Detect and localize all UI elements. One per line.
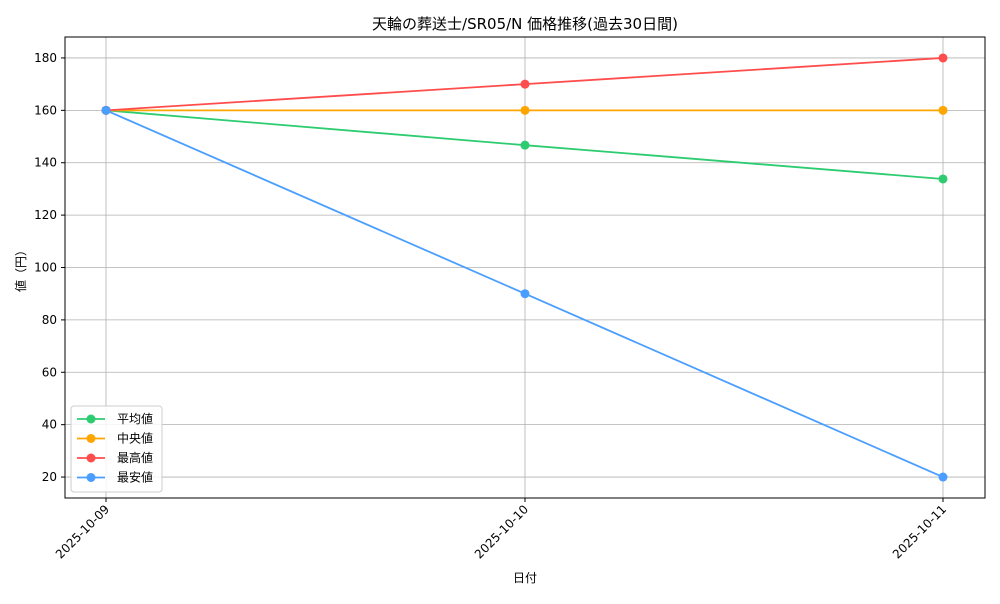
y-tick-label: 60 <box>42 365 57 379</box>
y-tick-label: 180 <box>34 51 57 65</box>
y-tick-label: 140 <box>34 156 57 170</box>
x-axis-label: 日付 <box>513 571 537 585</box>
data-point <box>938 53 948 63</box>
legend-marker <box>86 434 96 443</box>
legend-box <box>70 405 163 493</box>
y-tick-label: 120 <box>34 208 57 222</box>
y-tick-label: 160 <box>34 103 57 117</box>
data-point <box>938 472 948 482</box>
x-tick-label: 2025-10-09 <box>53 502 112 561</box>
data-point <box>938 105 948 115</box>
x-tick-label: 2025-10-11 <box>890 502 949 561</box>
chart-title: 天輪の葬送士/SR05/N 価格推移(過去30日間) <box>372 15 678 33</box>
legend-label: 中央値 <box>117 431 153 446</box>
y-tick-label: 100 <box>34 261 57 275</box>
legend-marker <box>86 473 96 482</box>
legend-label: 最高値 <box>117 450 153 465</box>
y-tick-label: 40 <box>42 418 57 432</box>
y-tick-label: 80 <box>42 313 57 327</box>
data-point <box>520 289 530 299</box>
data-point <box>520 79 530 89</box>
legend-marker <box>86 414 96 424</box>
plot-frame <box>64 36 986 499</box>
y-axis-label: 値（円） <box>13 244 28 292</box>
x-tick-label: 2025-10-10 <box>472 502 531 561</box>
data-point <box>520 140 530 150</box>
legend-marker <box>86 453 96 463</box>
data-point <box>938 174 948 184</box>
data-point <box>101 105 111 115</box>
legend-label: 最安値 <box>117 470 153 485</box>
legend-label: 平均値 <box>117 411 153 426</box>
y-tick-label: 20 <box>42 470 57 484</box>
data-point <box>520 105 530 115</box>
